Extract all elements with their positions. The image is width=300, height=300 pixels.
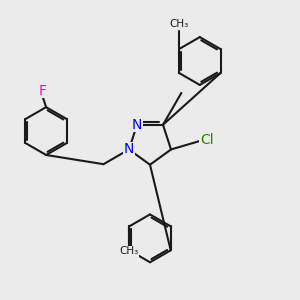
Text: N: N [132, 118, 142, 132]
Text: F: F [38, 84, 46, 98]
Text: CH₃: CH₃ [120, 246, 139, 256]
Text: Cl: Cl [200, 133, 214, 147]
Text: CH₃: CH₃ [169, 19, 189, 29]
Text: N: N [124, 142, 134, 157]
